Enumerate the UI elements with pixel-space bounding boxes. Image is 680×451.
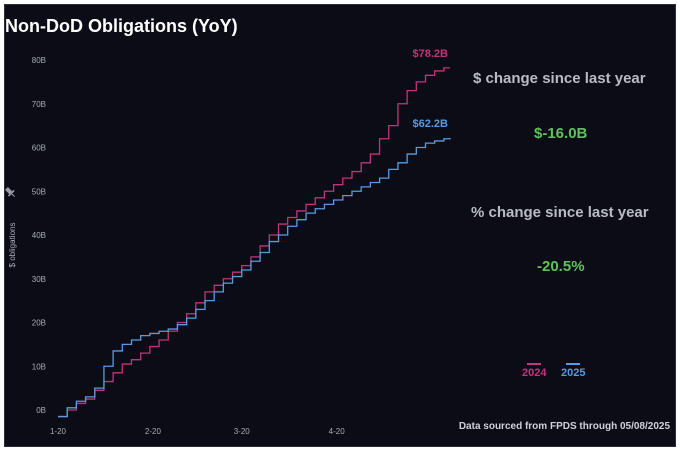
y-tick-label: 70B: [32, 100, 46, 109]
end-label-2025: $62.2B: [413, 118, 449, 130]
pct-change-value: -20.5%: [537, 258, 585, 275]
legend-item-2025[interactable]: 2025: [561, 363, 585, 379]
y-tick-label: 50B: [32, 187, 46, 196]
x-tick-label: 4-20: [329, 427, 346, 436]
pct-change-label: % change since last year: [471, 204, 649, 221]
y-tick-label: 20B: [32, 319, 46, 328]
dollar-change-label: $ change since last year: [473, 70, 646, 87]
chart-title: Non-DoD Obligations (YoY): [5, 16, 238, 36]
series-line-2025[interactable]: [58, 137, 451, 418]
y-axis-ticks: 0B 10B 20B 30B 40B 50B 60B 70B 80B: [32, 56, 46, 415]
series-lines: [58, 67, 451, 418]
legend-swatch-2025: [566, 363, 581, 365]
x-tick-label: 3-20: [234, 427, 251, 436]
y-tick-label: 40B: [32, 231, 46, 240]
y-tick-label: 80B: [32, 56, 46, 65]
data-source-note: Data sourced from FPDS through 05/08/202…: [458, 421, 670, 432]
y-tick-label: 60B: [32, 144, 46, 153]
y-axis-label: $ obligations: [8, 223, 17, 268]
legend-label-2025: 2025: [561, 367, 586, 379]
y-tick-label: 0B: [36, 406, 46, 415]
x-axis-ticks: 1-20 2-20 3-20 4-20: [50, 427, 345, 436]
legend-label-2024: 2024: [522, 367, 547, 379]
y-tick-label: 10B: [32, 362, 46, 371]
legend-swatch-2024: [527, 363, 542, 365]
x-tick-label: 2-20: [145, 427, 162, 436]
x-tick-label: 1-20: [50, 427, 67, 436]
series-end-labels: $78.2B $62.2B: [413, 48, 449, 130]
end-label-2024: $78.2B: [413, 48, 449, 60]
series-line-2024[interactable]: [58, 67, 450, 418]
legend-item-2024[interactable]: 2024: [522, 363, 546, 379]
dollar-change-value: $-16.0B: [534, 125, 588, 142]
pin-icon[interactable]: [4, 186, 18, 200]
y-tick-label: 30B: [32, 275, 46, 284]
